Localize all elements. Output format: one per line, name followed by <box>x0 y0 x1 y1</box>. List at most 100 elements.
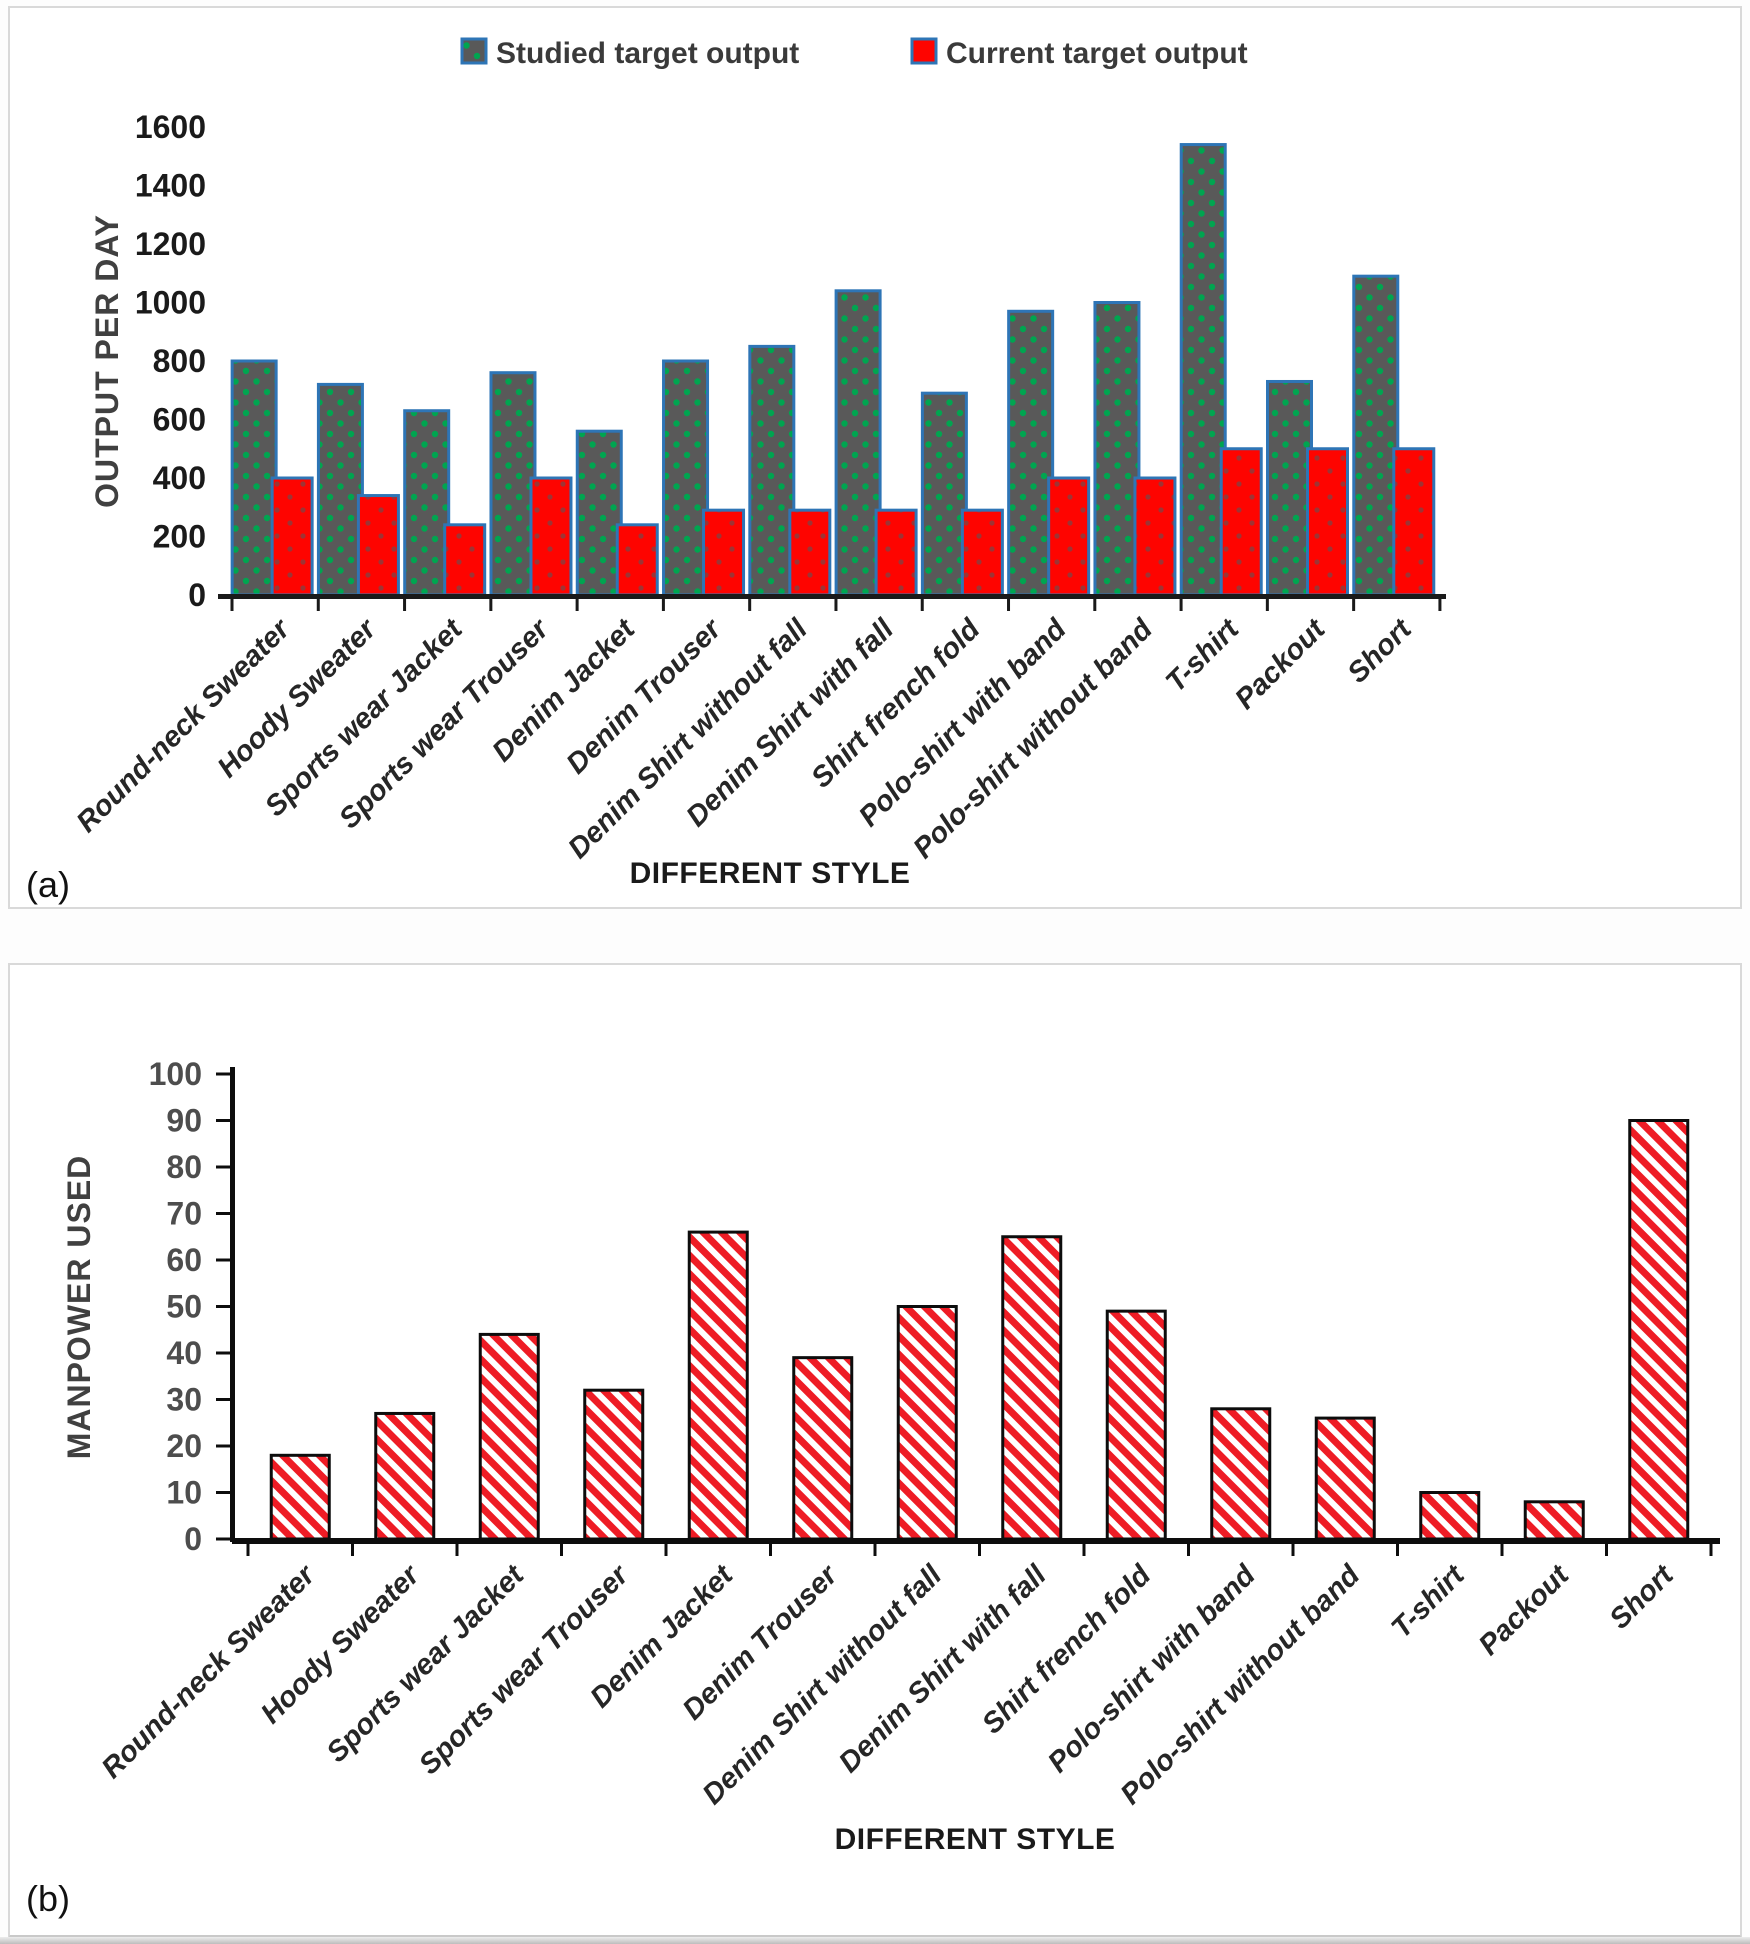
bar-series1 <box>1419 1491 1481 1541</box>
y-tick-label: 200 <box>153 519 206 555</box>
y-tick-mark <box>216 1305 232 1308</box>
x-tick-mark <box>1291 1544 1295 1556</box>
y-tick-mark <box>216 1119 232 1122</box>
bar-series1 <box>920 391 968 597</box>
y-tick-label: 30 <box>166 1382 202 1418</box>
y-tick-label: 600 <box>153 402 206 438</box>
bar-series1 <box>1007 309 1055 597</box>
x-tick-mark <box>455 1544 459 1556</box>
x-tick-mark <box>316 599 320 611</box>
bar-series1 <box>1314 1416 1376 1541</box>
y-tick-mark <box>216 1491 232 1494</box>
x-tick-mark <box>246 1544 250 1556</box>
y-tick-label: 60 <box>166 1242 202 1278</box>
bar-series2 <box>529 476 573 597</box>
bar-series2 <box>443 523 487 597</box>
x-tick-mark <box>351 1544 354 1556</box>
x-tick-mark <box>873 1544 877 1556</box>
page-bottom-shadow <box>0 1937 1750 1944</box>
bar-series1 <box>687 1230 749 1541</box>
y-tick-label: 0 <box>184 1521 202 1557</box>
x-tick-mark <box>1007 599 1011 611</box>
x-tick-label: Sports wear Trouser <box>413 1558 636 1781</box>
x-tick-mark <box>575 599 579 611</box>
x-axis-line <box>218 594 1446 599</box>
x-tick-mark <box>1265 599 1269 611</box>
y-tick-mark <box>216 1258 232 1262</box>
x-tick-mark <box>1605 1544 1608 1556</box>
bar-series1 <box>478 1332 540 1541</box>
bar-series1 <box>374 1411 436 1541</box>
bar-series1 <box>230 359 278 597</box>
x-tick-mark <box>978 1544 981 1556</box>
y-axis-line <box>230 1067 235 1542</box>
bar-series1 <box>1266 379 1313 597</box>
x-tick-mark <box>1187 1544 1190 1556</box>
x-axis-title-a: DIFFERENT STYLE <box>630 857 911 890</box>
y-axis-title-a: OUTPUT PER DAY <box>89 214 125 508</box>
bar-series1 <box>748 344 796 597</box>
y-tick-label: 0 <box>188 577 206 613</box>
y-tick-label: 80 <box>166 1149 202 1185</box>
y-tick-label: 40 <box>166 1335 202 1371</box>
y-tick-label: 20 <box>166 1428 202 1464</box>
x-tick-mark <box>1179 599 1183 611</box>
panel-label-a: (a) <box>26 864 70 905</box>
panel-label-b: (b) <box>26 1878 70 1919</box>
bar-series1 <box>316 382 364 597</box>
x-tick-label: Polo-shirt with band <box>1042 1558 1263 1779</box>
x-tick-mark <box>230 599 234 611</box>
y-tick-label: 90 <box>166 1103 202 1139</box>
bar-series1 <box>896 1305 958 1541</box>
panel-b: 0 10 20 30 40 50 60 70 80 90 100 Round-neck Sweater… <box>8 963 1742 1939</box>
bar-series1 <box>1523 1500 1585 1541</box>
bar-series2 <box>702 508 746 597</box>
bar-series2 <box>788 508 832 597</box>
bar-series1 <box>489 371 537 597</box>
bar-series2 <box>615 523 659 597</box>
y-tick-label: 70 <box>166 1196 202 1232</box>
bar-series2 <box>1047 476 1091 597</box>
x-tick-mark <box>1082 1544 1086 1556</box>
x-tick-mark <box>748 599 752 611</box>
manpower-used-chart: 0 10 20 30 40 50 60 70 80 90 100 Round-neck Sweater… <box>26 1056 1720 1919</box>
bar-series2 <box>356 494 400 597</box>
y-tick-mark <box>216 1537 232 1541</box>
x-tick-label: Denim Trouser <box>561 612 729 780</box>
bar-series2 <box>270 476 314 597</box>
y-tick-mark <box>216 1072 232 1076</box>
x-tick-mark <box>1709 1544 1713 1556</box>
x-tick-label: Denim Shirt with fall <box>833 1559 1053 1779</box>
x-tick-mark <box>834 599 838 611</box>
y-axis-title-b: MANPOWER USED <box>61 1155 97 1460</box>
x-tick-label: Packout <box>1473 1558 1576 1661</box>
x-tick-label: Sports wear Jacket <box>321 1558 532 1769</box>
output-per-day-chart: 02004006008001000120014001600Round-neck … <box>26 37 1446 905</box>
y-tick-label: 1000 <box>135 285 206 321</box>
x-axis-title-b: DIFFERENT STYLE <box>835 1823 1116 1856</box>
legend-swatch-studied <box>460 37 488 65</box>
y-tick-mark <box>216 1398 232 1401</box>
y-tick-label: 400 <box>153 460 206 496</box>
bar-series1 <box>1179 143 1227 597</box>
bar-series2 <box>1306 447 1349 597</box>
x-tick-label: Packout <box>1229 612 1332 715</box>
x-tick-label: Short <box>1342 612 1419 689</box>
bar-series2 <box>1219 447 1263 597</box>
x-tick-mark <box>1438 599 1442 611</box>
bar-series1 <box>575 429 623 597</box>
bar-series1 <box>1093 301 1141 597</box>
legend-swatch-current <box>910 37 938 65</box>
x-tick-mark <box>664 1544 668 1556</box>
y-tick-mark <box>216 1351 232 1355</box>
bar-series2 <box>960 508 1004 597</box>
x-tick-label: Round-neck Sweater <box>96 1558 323 1785</box>
y-tick-label: 1600 <box>135 109 206 145</box>
y-tick-label: 50 <box>166 1289 202 1325</box>
x-tick-mark <box>661 599 665 611</box>
x-tick-label: T-shirt <box>1160 612 1246 698</box>
x-tick-mark <box>560 1544 563 1556</box>
y-tick-label: 800 <box>153 343 206 379</box>
legend-label-current: Current target output <box>946 37 1248 70</box>
